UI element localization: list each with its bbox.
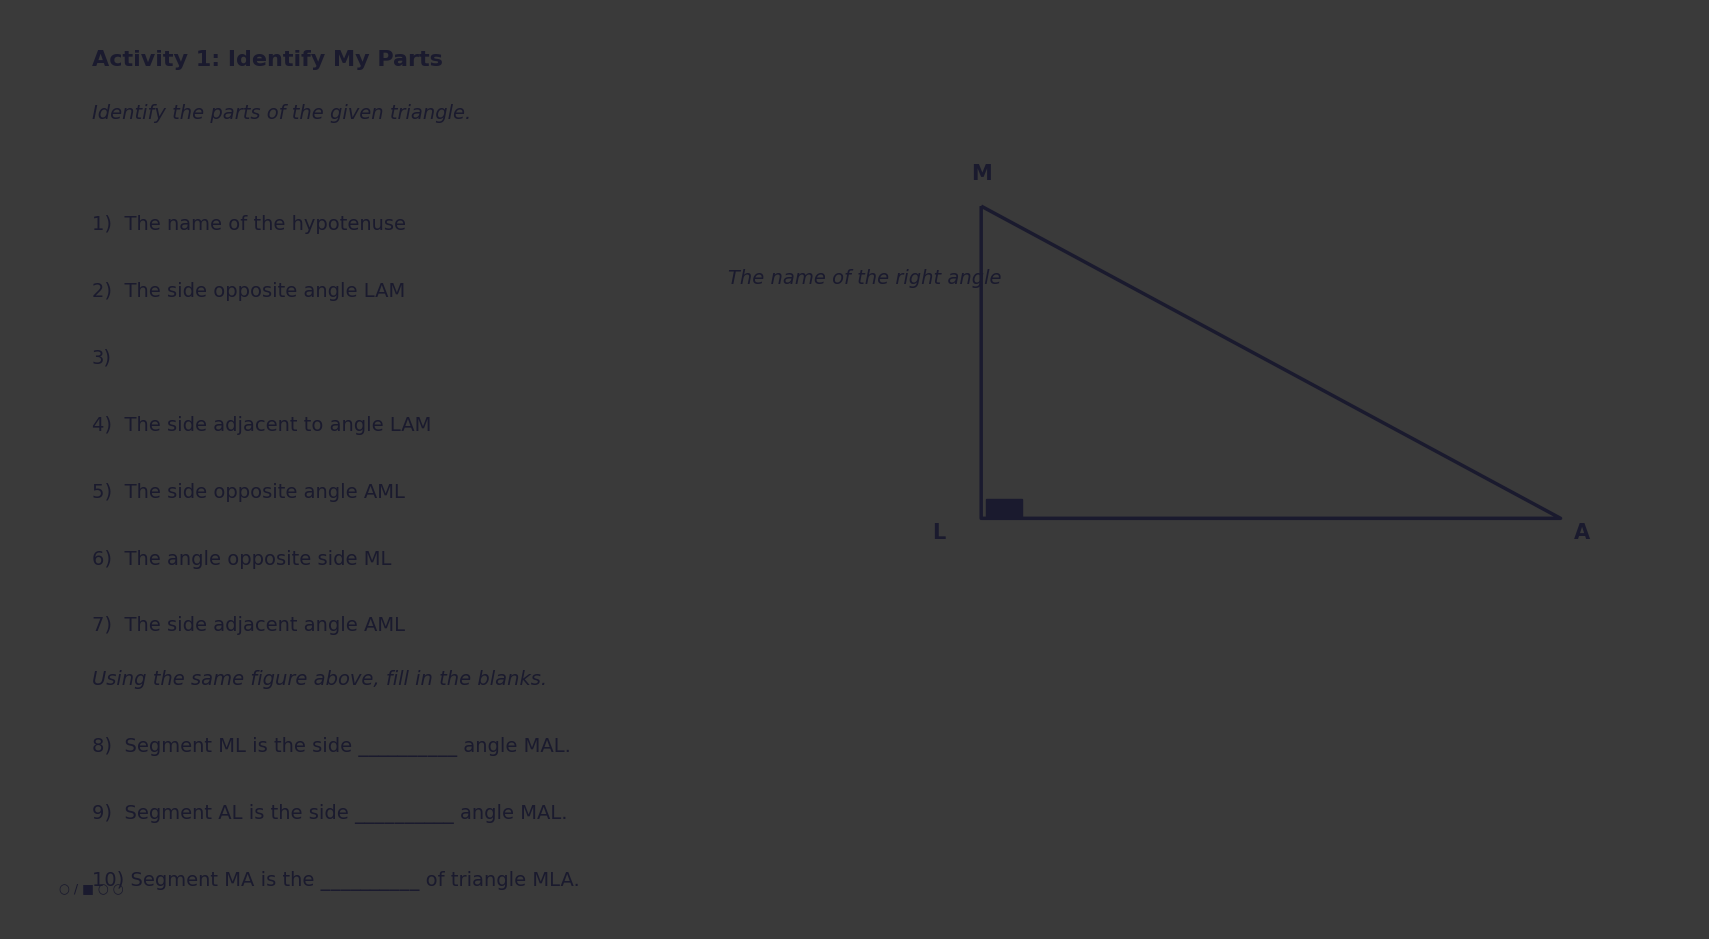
Text: Activity 1: Identify My Parts: Activity 1: Identify My Parts: [92, 50, 443, 70]
Text: 7)  The side adjacent angle AML: 7) The side adjacent angle AML: [92, 616, 405, 636]
Text: 5)  The side opposite angle AML: 5) The side opposite angle AML: [92, 483, 405, 501]
Text: A: A: [1574, 523, 1589, 543]
Text: 6)  The angle opposite side ML: 6) The angle opposite side ML: [92, 549, 391, 568]
Text: 4)  The side adjacent to angle LAM: 4) The side adjacent to angle LAM: [92, 416, 431, 435]
Text: L: L: [931, 523, 945, 543]
Text: Using the same figure above, fill in the blanks.: Using the same figure above, fill in the…: [92, 670, 547, 689]
Text: ○ / ■ ○ ○: ○ / ■ ○ ○: [60, 882, 123, 895]
Text: M: M: [971, 163, 991, 184]
Text: 2)  The side opposite angle LAM: 2) The side opposite angle LAM: [92, 282, 405, 300]
Text: 10) Segment MA is the __________ of triangle MLA.: 10) Segment MA is the __________ of tria…: [92, 870, 579, 891]
Text: 1)  The name of the hypotenuse: 1) The name of the hypotenuse: [92, 215, 405, 234]
Text: Identify the parts of the given triangle.: Identify the parts of the given triangle…: [92, 103, 472, 122]
Text: 8)  Segment ML is the side __________ angle MAL.: 8) Segment ML is the side __________ ang…: [92, 737, 571, 757]
Text: 9)  Segment AL is the side __________ angle MAL.: 9) Segment AL is the side __________ ang…: [92, 804, 567, 824]
Polygon shape: [986, 499, 1022, 518]
Text: The name of the right angle: The name of the right angle: [728, 269, 1001, 287]
Text: 3): 3): [92, 348, 111, 368]
